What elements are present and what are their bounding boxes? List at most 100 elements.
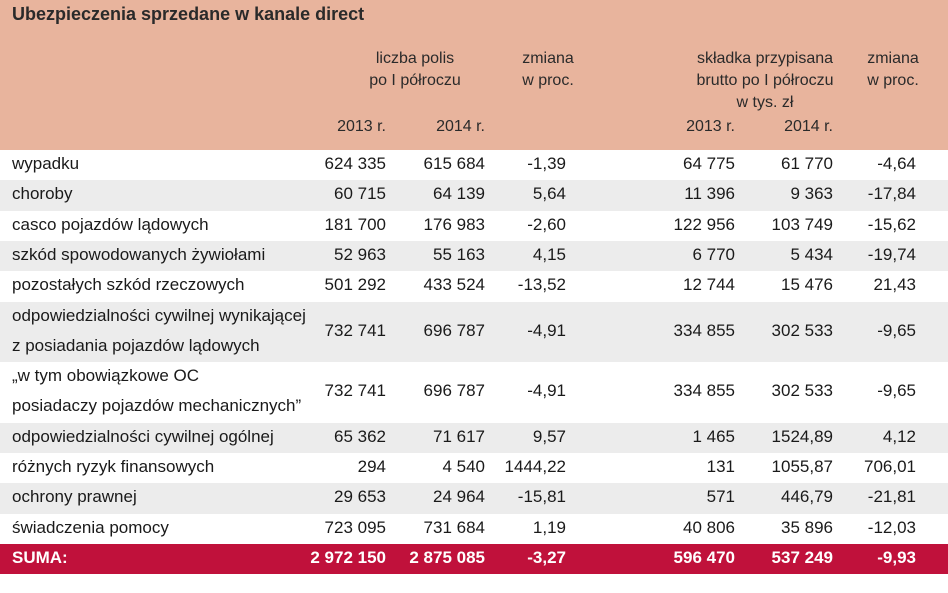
total-row: SUMA: 2 972 150 2 875 085 -3,27 596 470 537 2… [0, 543, 948, 575]
row-label: świadczenia pomocy [12, 517, 169, 537]
year-label: 2014 r. [436, 118, 485, 135]
table-cell: 40 806 [683, 517, 735, 537]
table-cell: 24 964 [433, 487, 485, 507]
table-cell: 122 956 [673, 214, 735, 234]
table-cell: 731 684 [423, 517, 485, 537]
table-title: Ubezpieczenia sprzedane w kanale direct [12, 4, 365, 24]
table-cell: 64 139 [433, 184, 485, 204]
table-row: casco pojazdów lądowych 181 700 176 983 -2,… [0, 211, 948, 241]
table-cell: 1524,89 [771, 426, 833, 446]
table-cell: -2,60 [527, 214, 566, 234]
row-label: posiadaczy pojazdów mechanicznych” [12, 396, 302, 416]
table-cell: -9,65 [877, 381, 916, 401]
year-label: 2014 r. [784, 118, 833, 135]
table-row: różnych ryzyk finansowych 294 4 540 1444,22… [0, 453, 948, 483]
total-cell: 2 875 085 [409, 547, 485, 567]
total-cell: -3,27 [527, 547, 566, 567]
column-header-line: brutto po I półroczu [696, 72, 834, 89]
total-cell: 537 249 [771, 547, 833, 567]
column-header: składka przypisana brutto po I półroczu w … [665, 48, 865, 114]
column-header-line: w proc. [522, 72, 574, 89]
table-cell: 12 744 [683, 275, 735, 295]
table-cell: 5,64 [532, 184, 566, 204]
table-cell: 64 775 [683, 154, 735, 173]
table-cell: 1,19 [532, 517, 566, 537]
column-header: liczba polis po I półroczu [315, 48, 515, 92]
total-cell: -9,93 [877, 547, 916, 567]
table-cell: 55 163 [433, 244, 485, 264]
table-cell: 15 476 [781, 275, 833, 295]
table-row: świadczenia pomocy 723 095 731 684 1,19 40 8… [0, 514, 948, 544]
row-label: choroby [12, 184, 73, 204]
table-cell: 103 749 [771, 214, 833, 234]
column-header-line: liczba polis [375, 50, 455, 67]
table-row: odpowiedzialności cywilnej wynikającej z … [0, 301, 948, 363]
table-cell: 61 770 [781, 154, 833, 173]
column-header-line: w tys. zł [736, 94, 794, 111]
table-cell: 65 362 [334, 426, 386, 446]
table-cell: 615 684 [423, 154, 485, 173]
table-row: szkód spowodowanych żywiołami 52 963 55 16… [0, 240, 948, 272]
table-row: „w tym obowiązkowe OC posiadaczy pojazdów… [0, 362, 948, 423]
table-cell: -21,81 [867, 487, 916, 507]
table-cell: 1 465 [692, 426, 735, 446]
total-label: SUMA: [12, 547, 68, 567]
table-cell: -4,91 [527, 381, 566, 401]
table-cell: 723 095 [324, 517, 386, 537]
table-cell: -4,91 [527, 320, 566, 340]
table-row: wypadku 624 335 615 684 -1,39 64 775 61 770 -4… [0, 150, 948, 180]
table-cell: 60 715 [334, 184, 386, 204]
table-cell: 9,57 [532, 426, 566, 446]
table-cell: -1,39 [527, 154, 566, 173]
table-row: odpowiedzialności cywilnej ogólnej 65 362… [0, 422, 948, 453]
table-cell: -19,74 [867, 244, 916, 264]
table-cell: 35 896 [781, 517, 833, 537]
year-label: 2013 r. [686, 118, 735, 135]
row-label: różnych ryzyk finansowych [12, 457, 215, 476]
row-label: szkód spowodowanych żywiołami [12, 244, 266, 264]
table-cell: 446,79 [781, 487, 833, 507]
table-cell: 21,43 [873, 275, 916, 295]
table-cell: 4,12 [882, 426, 916, 446]
table-cell: 696 787 [423, 320, 485, 340]
footer-strip [0, 576, 948, 593]
table-cell: 696 787 [423, 381, 485, 401]
column-header-line: składka przypisana [696, 50, 834, 67]
total-cell: 2 972 150 [310, 547, 386, 567]
table-cell: 571 [706, 487, 735, 507]
table-cell: 706,01 [864, 457, 916, 476]
table-cell: 302 533 [771, 320, 833, 340]
row-label: odpowiedzialności cywilnej wynikającej [12, 305, 306, 325]
row-label: odpowiedzialności cywilnej ogólnej [12, 426, 274, 446]
row-label: „w tym obowiązkowe OC [12, 366, 200, 386]
table-cell: 1444,22 [504, 457, 566, 476]
table-cell: 501 292 [324, 275, 386, 295]
table-cell: 302 533 [771, 381, 833, 401]
table-cell: -15,62 [867, 214, 916, 234]
table-cell: 176 983 [423, 214, 485, 234]
table-cell: 624 335 [324, 154, 386, 173]
table-cell: 334 855 [673, 381, 735, 401]
table-cell: -13,52 [517, 275, 566, 295]
table-cell: 433 524 [423, 275, 485, 295]
table-header: Ubezpieczenia sprzedane w kanale direct … [0, 0, 948, 150]
year-label: 2013 r. [337, 118, 386, 135]
table-row: pozostałych szkód rzeczowych 501 292 433 5… [0, 271, 948, 301]
table-cell: 29 653 [334, 487, 386, 507]
table-cell: 4 540 [442, 457, 485, 476]
table-cell: -9,65 [877, 320, 916, 340]
table-cell: 294 [357, 457, 386, 476]
table-cell: 131 [706, 457, 735, 476]
table-cell: -12,03 [867, 517, 916, 537]
total-cell: 596 470 [673, 547, 735, 567]
table-cell: -4,64 [877, 154, 916, 173]
column-header-line: zmiana [867, 50, 919, 67]
column-header: zmiana w proc. [793, 48, 948, 92]
row-label: casco pojazdów lądowych [12, 214, 209, 234]
table-row: choroby 60 715 64 139 5,64 11 396 9 363 -17,84 [0, 180, 948, 211]
table-cell: 11 396 [684, 184, 735, 204]
row-label: wypadku [12, 154, 80, 173]
table-cell: 9 363 [790, 184, 833, 204]
column-header-line: po I półroczu [369, 72, 461, 89]
row-label: z posiadania pojazdów lądowych [12, 335, 260, 355]
